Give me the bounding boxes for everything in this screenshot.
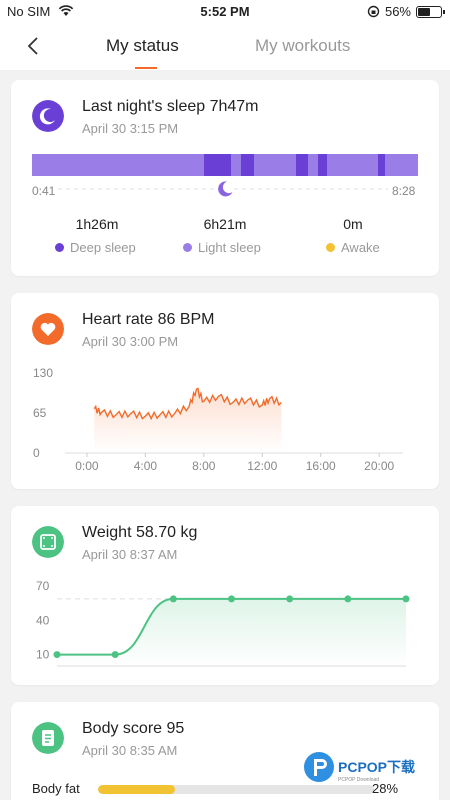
rotation-lock-icon	[367, 5, 380, 18]
x-tick-label: 8:00	[192, 459, 216, 473]
sleep-timeline	[32, 154, 418, 198]
moon-icon: z	[32, 100, 64, 132]
legend-awake: Awake	[326, 240, 380, 255]
body-fat-bar-fill	[98, 785, 176, 794]
svg-text:PCPOP下载: PCPOP下载	[338, 759, 415, 775]
body-fat-label: Body fat	[32, 781, 80, 796]
top-nav: My status My workouts	[0, 24, 450, 70]
x-tick-label: 0:00	[75, 459, 99, 473]
heart-rate-title: Heart rate 86 BPM	[82, 311, 215, 328]
x-tick-label: 12:00	[247, 459, 277, 473]
sleep-end-time: 8:28	[392, 184, 416, 198]
deep-sleep-value: 1h26m	[75, 216, 119, 232]
body-score-date: April 30 8:35 AM	[82, 743, 178, 758]
awake-dot	[326, 243, 335, 252]
y-tick-label: 130	[33, 366, 53, 380]
heart-rate-line	[93, 387, 282, 421]
light-sleep-value: 6h21m	[203, 216, 247, 232]
scale-icon	[32, 526, 64, 558]
body-fat-bar	[98, 785, 374, 794]
y-tick-label: 40	[36, 613, 50, 627]
tab-my-status[interactable]: My status	[106, 36, 179, 55]
body-fat-value: 28%	[372, 781, 399, 796]
weight-title: Weight 58.70 kg	[82, 524, 198, 541]
y-tick-label: 0	[33, 446, 40, 460]
svg-text:PCPOP Download: PCPOP Download	[338, 777, 379, 783]
carrier-label: No SIM	[7, 4, 74, 19]
body-score-card[interactable]: Body score 95 April 30 8:35 AM Body fat …	[11, 702, 439, 800]
svg-text:z: z	[49, 114, 52, 120]
legend-light-sleep: Light sleep	[183, 240, 261, 255]
x-tick-label: 20:00	[364, 459, 394, 473]
battery-level	[418, 7, 430, 16]
y-tick-label: 70	[36, 579, 50, 593]
x-tick-label: 4:00	[134, 459, 158, 473]
wifi-icon	[58, 5, 74, 16]
weight-date: April 30 8:37 AM	[82, 547, 178, 562]
heart-rate-card[interactable]: Heart rate 86 BPM April 30 3:00 PM 0 65 13…	[11, 293, 439, 489]
legend-deep-sleep: Deep sleep	[55, 240, 136, 255]
pcpop-watermark-logo: PCPOP下载 PCPOP Download	[304, 752, 415, 783]
weight-point	[402, 595, 410, 603]
y-tick-label: 10	[36, 648, 50, 662]
battery-icon	[416, 5, 445, 18]
back-button[interactable]	[22, 34, 46, 58]
heart-icon	[32, 313, 64, 345]
heart-rate-area	[94, 388, 282, 453]
weight-point	[53, 651, 61, 659]
x-tick-label: 16:00	[306, 459, 336, 473]
y-tick-label: 65	[33, 406, 47, 420]
sleep-card[interactable]: z Last night's sleep 7h47m April 30 3:15…	[11, 80, 439, 276]
awake-value: 0m	[343, 216, 363, 232]
heart-rate-chart: 0 65 130 0:00 4:00 8:00 12:00 16:00 20:00	[33, 366, 403, 473]
clock: 5:52 PM	[200, 4, 250, 19]
weight-point	[169, 595, 177, 603]
weight-chart: 10 40 70	[36, 579, 410, 667]
status-right: 56%	[367, 4, 445, 19]
tab-my-workouts[interactable]: My workouts	[255, 36, 351, 55]
light-sleep-dot	[183, 243, 192, 252]
weight-area	[57, 598, 406, 666]
heart-rate-date: April 30 3:00 PM	[82, 334, 179, 349]
status-bar: No SIM 5:52 PM 56%	[0, 0, 450, 24]
weight-point	[228, 595, 235, 603]
sleep-start-time: 0:41	[32, 184, 56, 198]
deep-sleep-dot	[55, 243, 64, 252]
body-score-title: Body score 95	[82, 720, 185, 737]
weight-point	[111, 651, 119, 659]
sleep-date: April 30 3:15 PM	[82, 121, 179, 136]
weight-card[interactable]: Weight 58.70 kg April 30 8:37 AM 10 40 70	[11, 506, 439, 685]
active-tab-indicator	[135, 67, 157, 69]
weight-point	[344, 595, 352, 603]
battery-percent: 56%	[384, 4, 411, 19]
report-icon	[32, 722, 64, 754]
sleep-title: Last night's sleep 7h47m	[82, 98, 259, 115]
weight-point	[286, 595, 294, 603]
